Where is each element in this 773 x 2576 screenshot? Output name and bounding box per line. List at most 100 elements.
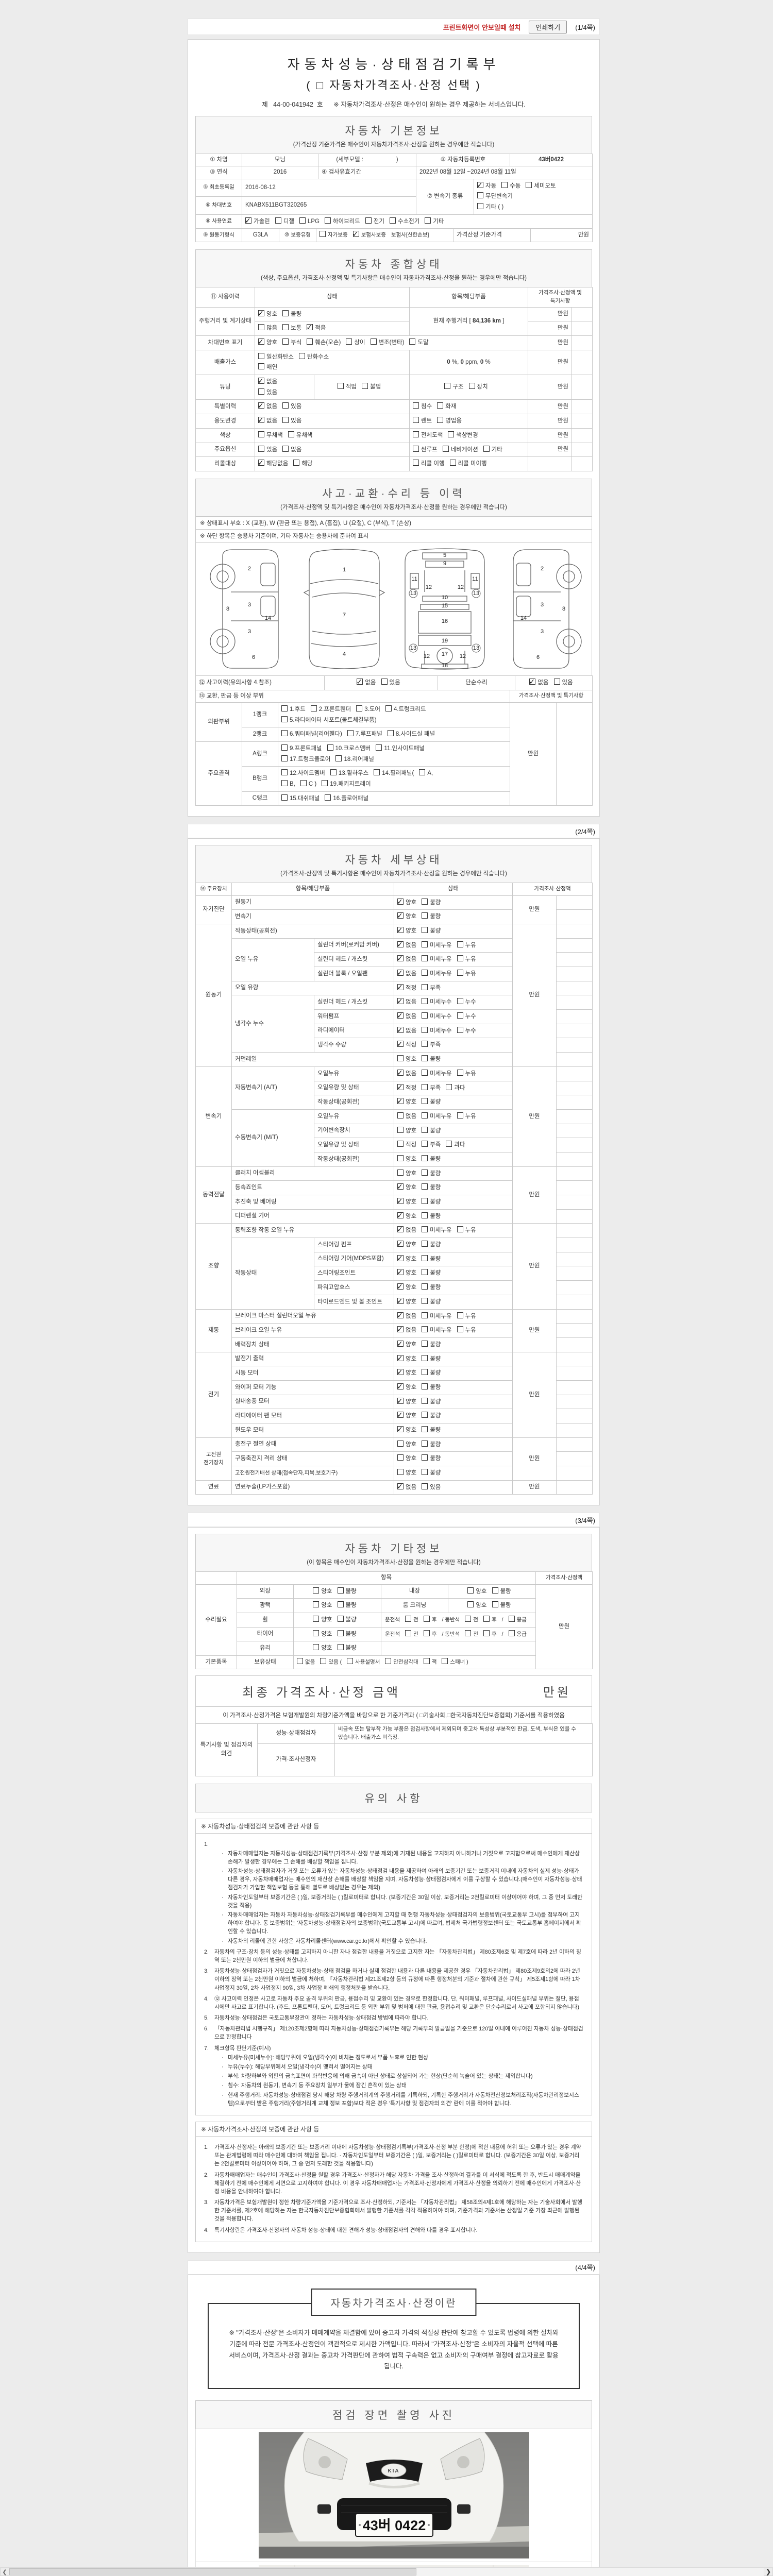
option: 3.도어 [356, 704, 380, 715]
svg-text:2: 2 [541, 566, 544, 572]
checkbox-icon [397, 981, 404, 994]
notice-bullet: · 침수: 자동차의 원동기, 변속기 등 주요장치 일부가 물에 잠긴 흔적이 … [222, 2082, 407, 2089]
checkbox-icon [423, 1658, 430, 1665]
table-cell: 제동 [195, 1309, 232, 1352]
table-cell: A랭크 [242, 741, 278, 767]
checkbox-icon [281, 769, 288, 776]
svg-text:13: 13 [473, 645, 479, 651]
checkbox-icon [413, 402, 419, 409]
option: 누유 [457, 1325, 476, 1336]
option: 있음 ( [320, 1657, 342, 1667]
checkbox-icon [258, 388, 264, 395]
page-marker-2: (2/4쪽) [575, 827, 595, 836]
checkbox-icon [282, 402, 289, 409]
data-table: ⑧ 사용연료가솔린 디젤 LPG 하이브리드 전기 수소전기 기타 [195, 214, 593, 229]
notice-bullet: · 자동차성능·상태점검자가 거짓 또는 오류가 있는 자동차성능·상태점검 내용… [222, 1868, 582, 1891]
table-cell: 충전구 절연 상태 [231, 1437, 394, 1452]
table-cell: 고전원전기배선 상태(접속단자,피복,보호기구) [231, 1466, 394, 1481]
section-photos: 점검 장면 촬영 사진 [195, 2400, 592, 2430]
option: 사용설명서 [347, 1657, 380, 1667]
svg-text:14: 14 [265, 615, 271, 621]
table-cell: 운전석 전 후 / 동반석 전 후 / 응급 [380, 1626, 536, 1642]
checkbox-icon [281, 705, 288, 711]
svg-text:7: 7 [343, 612, 346, 618]
checkbox-icon [397, 1155, 404, 1161]
svg-text:11: 11 [411, 576, 417, 582]
option: 불량 [337, 1643, 357, 1654]
data-table: 외판부위 1랭크 1.후드 2.프론트휀더 3.도어 4.트렁크리드 5.라디에이터 서포트… [195, 702, 593, 806]
table-cell: 양호 불량 [394, 1151, 513, 1167]
option: 안전삼각대 [385, 1657, 418, 1667]
horizontal-scrollbar[interactable]: ❮ ❯ [0, 2567, 773, 2576]
checkbox-icon [281, 794, 288, 801]
checkbox-icon [337, 1630, 344, 1636]
table-cell [556, 952, 593, 968]
table-cell: 실린더 커버(로커암 커버) [314, 938, 394, 953]
option: 있음 [282, 416, 301, 427]
checkbox-icon [397, 1266, 404, 1279]
option: 없음 [356, 675, 376, 688]
notice-block1-body: 1. · 자동차매매업자는 자동차성능·상태점검기록부(가격조사·산정 부분 제외)… [195, 1833, 592, 2115]
option: 양호 [467, 1586, 487, 1597]
option: / [501, 1616, 503, 1623]
checkbox-icon [492, 1601, 498, 1608]
option: 후 [423, 1615, 436, 1625]
table-cell: 항목 [236, 1571, 536, 1585]
option: 불량 [422, 1439, 441, 1450]
table-cell: G3LA [242, 228, 279, 243]
table-cell: 단순수리 [438, 675, 515, 690]
option: 양호 [397, 1095, 416, 1108]
svg-text:11: 11 [472, 576, 478, 582]
option: 없음 [397, 1309, 416, 1322]
table-cell: 만원 [512, 1437, 557, 1481]
table-cell: ⑨ 원동기형식 [195, 228, 242, 243]
option: 양호 [397, 1238, 416, 1250]
table-cell: 없음 미세누유 누유 [394, 1109, 513, 1124]
checkbox-icon [397, 1352, 404, 1365]
table-cell [556, 1066, 593, 1081]
option: 탄화수소 [298, 352, 329, 363]
option: 없음 [397, 938, 416, 951]
table-cell: 가격산정 기준가격 [453, 228, 531, 243]
checkbox-icon [446, 1141, 452, 1147]
option: 15.대쉬패널 [281, 793, 320, 804]
checkbox-icon [397, 1480, 404, 1493]
checkbox-icon [282, 417, 289, 423]
checkbox-icon [397, 952, 404, 965]
scroll-right-arrow-icon[interactable]: ❯ [764, 2568, 773, 2576]
table-cell: 원동기 [195, 923, 232, 1067]
option: 6.쿼터패널(리어휀다) [281, 729, 342, 740]
option: 5.라디에이터 서포트(볼트체결부품) [281, 715, 377, 726]
scroll-left-arrow-icon[interactable]: ❮ [0, 2568, 9, 2576]
option: 있음 [553, 677, 573, 688]
option: 응급 [508, 1615, 527, 1625]
section-accident: 사고·교환·수리 등 이력 (가격조사·산정액 및 특기사항은 매수인이 자동차… [195, 478, 592, 517]
basic-info-table-4: ⑧ 사용연료가솔린 디젤 LPG 하이브리드 전기 수소전기 기타 [195, 214, 593, 229]
install-notice-link[interactable]: 프린트화면이 안보일때 설치 [443, 23, 521, 31]
checkbox-icon [457, 998, 463, 1005]
notice-item: 7. 체크항목 판단기준(예시) [204, 2045, 271, 2052]
table-cell: 오일 누유 [231, 938, 314, 981]
print-button[interactable]: 인쇄하기 [529, 20, 567, 33]
option: 불량 [492, 1586, 511, 1597]
table-cell: 발전기 출력 [231, 1351, 394, 1367]
table-cell: 가격조사·산정액 및 특기사항 [528, 287, 593, 308]
checkbox-icon [275, 217, 281, 224]
checkbox-icon [337, 1644, 344, 1651]
checkbox-icon [381, 678, 388, 685]
scrollbar-thumb[interactable] [9, 2568, 416, 2575]
table-cell: 색상 [195, 428, 255, 443]
checkbox-icon [397, 1223, 404, 1236]
table-cell: 양호 불량 [293, 1584, 381, 1599]
checkbox-icon [324, 217, 331, 224]
table-cell: 양호 불량 [394, 1195, 513, 1210]
table-cell: 가격조사·산정액 [535, 1571, 593, 1585]
table-cell: 작동상태(공회전) [314, 1095, 394, 1110]
checkbox-icon [465, 1615, 472, 1622]
option: 양호 [397, 1468, 416, 1479]
checkbox-icon [397, 1280, 404, 1293]
option: / 동반석 [442, 1616, 460, 1623]
